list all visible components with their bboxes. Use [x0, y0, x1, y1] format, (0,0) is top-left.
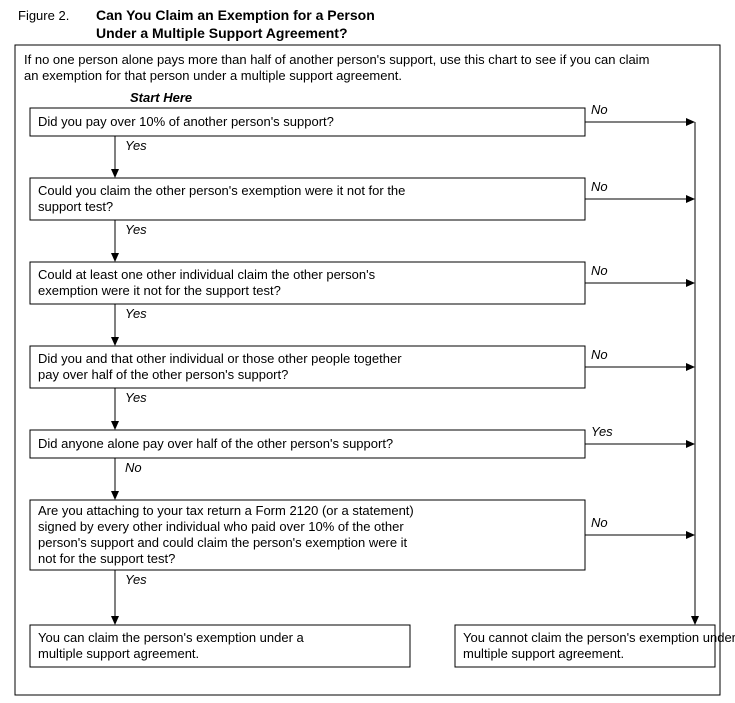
svg-text:Yes: Yes — [125, 222, 147, 237]
svg-text:Did you pay over 10% of anothe: Did you pay over 10% of another person's… — [38, 114, 334, 129]
svg-text:No: No — [591, 515, 608, 530]
svg-text:Yes: Yes — [125, 572, 147, 587]
svg-text:Could you claim the other pers: Could you claim the other person's exemp… — [38, 183, 405, 198]
svg-text:No: No — [591, 263, 608, 278]
svg-text:No: No — [591, 102, 608, 117]
flowchart-node-q6: Are you attaching to your tax return a F… — [30, 500, 585, 570]
flowchart-node-q2: Could you claim the other person's exemp… — [30, 178, 585, 220]
svg-text:Are you attaching to your tax: Are you attaching to your tax return a F… — [38, 503, 414, 518]
svg-text:an exemption for that person u: an exemption for that person under a mul… — [24, 68, 402, 83]
flowchart-node-r_no: You cannot claim the person's exemption … — [455, 625, 735, 667]
flowchart-node-q1: Did you pay over 10% of another person's… — [30, 108, 585, 136]
svg-text:Did anyone alone pay over half: Did anyone alone pay over half of the ot… — [38, 436, 393, 451]
svg-text:not for the support test?: not for the support test? — [38, 551, 175, 566]
svg-text:You cannot claim the person's: You cannot claim the person's exemption … — [463, 630, 735, 645]
svg-text:No: No — [591, 347, 608, 362]
svg-text:Yes: Yes — [125, 306, 147, 321]
svg-text:signed by every other individu: signed by every other individual who pai… — [38, 519, 404, 534]
flowchart-node-q4: Did you and that other individual or tho… — [30, 346, 585, 388]
svg-text:No: No — [125, 460, 142, 475]
svg-text:Did you and that other individ: Did you and that other individual or tho… — [38, 351, 402, 366]
svg-text:support test?: support test? — [38, 199, 113, 214]
svg-text:No: No — [591, 179, 608, 194]
svg-text:Yes: Yes — [125, 138, 147, 153]
flowchart-node-q3: Could at least one other individual clai… — [30, 262, 585, 304]
svg-text:Yes: Yes — [591, 424, 613, 439]
svg-text:Under a Multiple Support Agree: Under a Multiple Support Agreement? — [96, 25, 348, 41]
svg-text:Figure 2.: Figure 2. — [18, 8, 69, 23]
flowchart-node-r_yes: You can claim the person's exemption und… — [30, 625, 410, 667]
flowchart-node-q5: Did anyone alone pay over half of the ot… — [30, 430, 585, 458]
svg-text:multiple support agreement.: multiple support agreement. — [463, 646, 624, 661]
svg-text:Start Here: Start Here — [130, 90, 192, 105]
svg-text:exemption were it not for the: exemption were it not for the support te… — [38, 283, 281, 298]
svg-text:If no one person alone pays mo: If no one person alone pays more than ha… — [24, 52, 649, 67]
svg-text:multiple support agreement.: multiple support agreement. — [38, 646, 199, 661]
svg-text:Can You Claim an Exemption for: Can You Claim an Exemption for a Person — [96, 7, 375, 23]
svg-text:Could at least one other indiv: Could at least one other individual clai… — [38, 267, 376, 282]
svg-text:person's support and could cla: person's support and could claim the per… — [38, 535, 408, 550]
svg-text:Yes: Yes — [125, 390, 147, 405]
svg-text:You can claim the person's exe: You can claim the person's exemption und… — [38, 630, 305, 645]
svg-text:pay over half of the other per: pay over half of the other person's supp… — [38, 367, 288, 382]
